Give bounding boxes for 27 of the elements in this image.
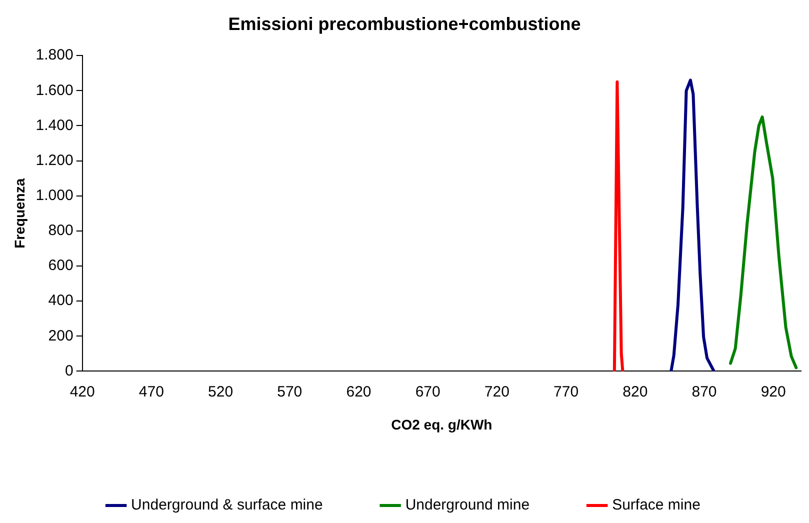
x-tick-label: 820	[622, 383, 648, 400]
legend-label: Underground mine	[405, 496, 530, 514]
y-tick-label: 1.400	[36, 116, 74, 134]
x-tick-label: 570	[277, 383, 302, 400]
y-tick-label: 600	[48, 257, 74, 274]
y-axis-title: Frequenza	[11, 178, 28, 248]
x-tick-label: 670	[415, 383, 440, 400]
legend-label: Surface mine	[612, 496, 700, 514]
y-tick-label: 1.800	[36, 46, 74, 64]
x-tick-label: 870	[692, 383, 717, 400]
y-tick-label: 1.600	[36, 82, 74, 99]
x-tick-label: 620	[346, 383, 372, 400]
x-tick-label: 420	[70, 383, 95, 400]
x-tick-label: 720	[484, 383, 510, 400]
y-tick-label: 1.200	[36, 152, 74, 169]
y-tick-label: 400	[48, 292, 74, 310]
legend-label: Underground & surface mine	[131, 496, 323, 514]
y-tick-label: 800	[48, 222, 74, 240]
x-tick-label: 470	[138, 383, 164, 400]
y-tick-label: 0	[64, 362, 74, 380]
chart-title: Emissioni precombustione+combustione	[228, 14, 581, 34]
y-tick-label: 1.000	[36, 187, 74, 204]
x-tick-label: 520	[208, 383, 234, 400]
x-tick-label: 770	[554, 383, 579, 400]
x-tick-label: 920	[760, 383, 786, 400]
y-tick-label: 200	[48, 327, 74, 344]
x-axis-title: CO2 eq. g/KWh	[391, 416, 492, 432]
